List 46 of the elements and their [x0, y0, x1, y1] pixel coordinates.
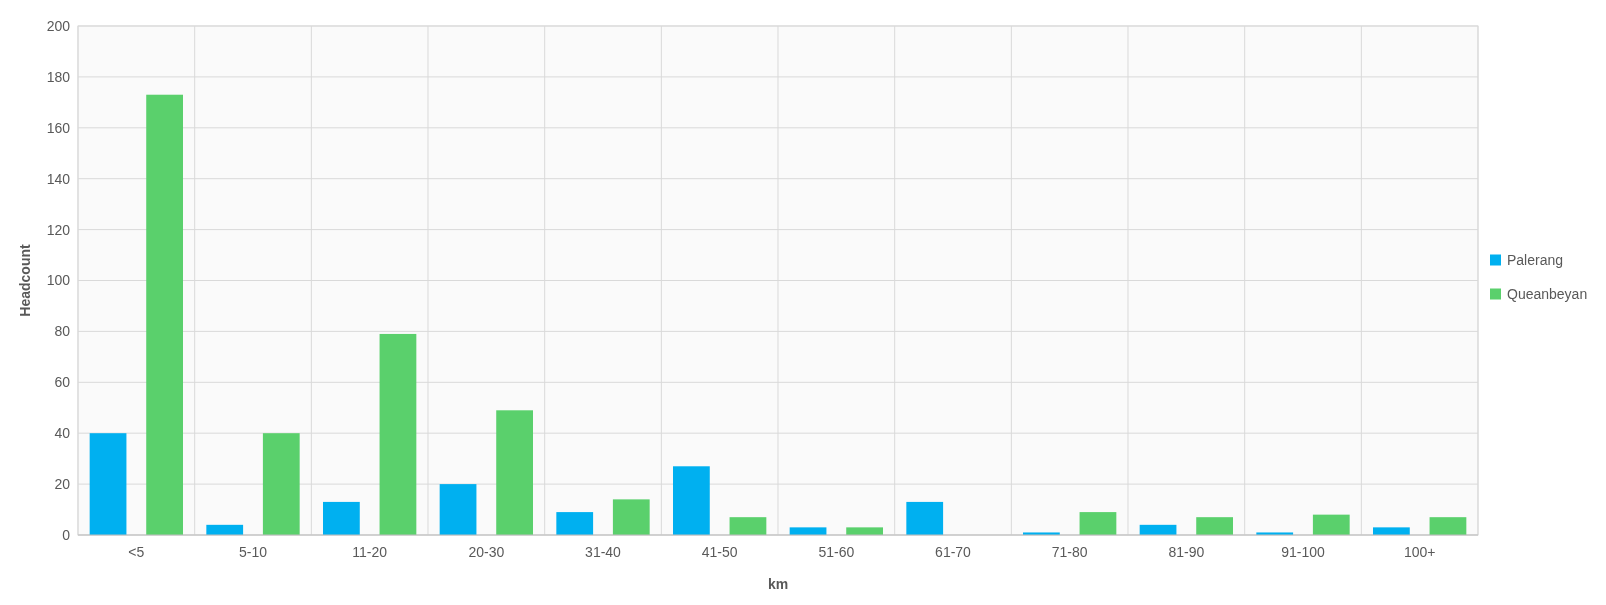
- y-tick-label: 120: [46, 221, 71, 238]
- bar: [1079, 512, 1117, 535]
- bar: [439, 484, 477, 535]
- bar: [789, 527, 827, 535]
- y-tick-label: 180: [46, 68, 71, 85]
- bar: [1373, 527, 1410, 535]
- y-tick-label: 140: [46, 170, 71, 187]
- y-tick-label: 0: [62, 526, 71, 543]
- y-tick-label: 80: [54, 323, 71, 340]
- bar: [323, 501, 360, 535]
- bar: [846, 527, 883, 535]
- x-tick-label: 61-70: [935, 544, 972, 560]
- y-tick-label: 60: [54, 374, 71, 391]
- x-tick-label: 5-10: [238, 544, 268, 560]
- bar: [1429, 517, 1467, 535]
- bar: [612, 499, 650, 535]
- bar: [262, 433, 300, 535]
- x-tick-label: 71-80: [1051, 544, 1088, 560]
- x-tick-label: 11-20: [352, 544, 388, 560]
- bar: [496, 410, 533, 535]
- bar: [729, 517, 767, 535]
- y-tick-label: 100: [46, 272, 71, 289]
- bar: [89, 433, 127, 535]
- bar: [379, 333, 417, 535]
- bar: [1196, 517, 1233, 535]
- y-tick-label: 200: [46, 17, 71, 34]
- x-tick-label: 20-30: [468, 544, 505, 560]
- x-axis-title: km: [767, 576, 789, 592]
- x-tick-label: 51-60: [818, 544, 855, 560]
- bar: [673, 466, 710, 535]
- bar: [556, 512, 594, 535]
- x-tick-label: 31-40: [585, 544, 622, 560]
- legend-label: Queanbeyan: [1507, 286, 1588, 303]
- bar: [906, 501, 944, 535]
- x-tick-label: 100+: [1403, 544, 1436, 560]
- y-tick-label: 20: [54, 476, 71, 492]
- bar: [1312, 514, 1350, 535]
- x-tick-label: 91-100: [1281, 544, 1326, 560]
- y-tick-label: 40: [54, 425, 71, 442]
- x-tick-label: 81-90: [1168, 544, 1205, 560]
- y-tick-label: 160: [46, 119, 71, 136]
- x-tick-label: <5: [128, 544, 145, 560]
- x-tick-label: 41-50: [701, 544, 738, 560]
- y-axis-title: Headcount: [17, 244, 33, 317]
- bar: [146, 94, 183, 535]
- legend-label: Palerang: [1507, 252, 1564, 269]
